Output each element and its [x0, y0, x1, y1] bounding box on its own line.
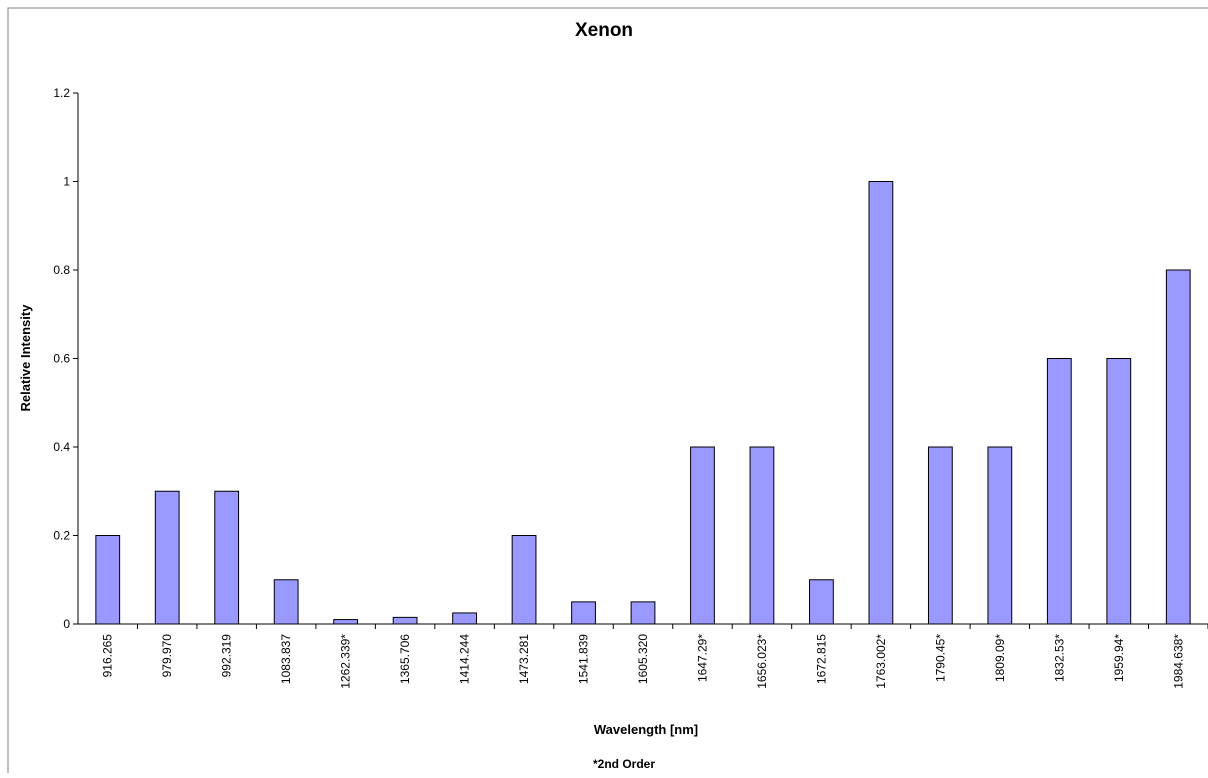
bar [927, 446, 953, 625]
bar [987, 446, 1013, 625]
x-tick-label: 1541.839 [577, 634, 591, 684]
bar [333, 619, 359, 625]
x-tick-label: 1790.45* [933, 634, 947, 682]
bar [809, 579, 834, 625]
x-tick-label: 992.319 [220, 634, 234, 678]
x-tick-label: 1365.706 [398, 634, 412, 684]
bar [1106, 358, 1132, 625]
plot-area: 0 0.2 0.4 0.6 0.8 1 1.2 916.265 979.970 992.319 10… [53, 86, 1208, 689]
y-tick-label: 0.6 [53, 352, 70, 366]
y-tick-label: 0.8 [53, 263, 70, 277]
bar [154, 490, 180, 625]
y-tick-label: 1.2 [53, 86, 70, 100]
y-tick-label: 0.4 [53, 440, 70, 454]
y-tick-label: 0 [63, 617, 70, 631]
bar [690, 446, 715, 625]
bar [452, 612, 477, 625]
bar [273, 579, 299, 625]
x-tick-label: 1414.244 [458, 634, 472, 684]
x-tick-label: 1647.29* [695, 634, 709, 682]
bar [868, 181, 894, 625]
bar [214, 490, 240, 625]
x-tick-label: 916.265 [101, 634, 115, 678]
x-tick-label: 1984.638* [1171, 634, 1185, 689]
bar [392, 616, 418, 625]
bar [1165, 269, 1191, 625]
x-tick-label: 1832.53* [1052, 634, 1066, 682]
x-tick-label: 979.970 [160, 634, 174, 678]
x-axis-label: Wavelength [nm] [594, 722, 698, 737]
x-tick-label: 1959.94* [1112, 634, 1126, 682]
chart-frame [7, 7, 1208, 778]
x-tick-label: 1809.09* [993, 634, 1007, 682]
chart-title: Xenon [575, 20, 633, 41]
x-tick-label: 1262.339* [339, 634, 353, 689]
x-tick-label: 1672.815 [814, 634, 828, 684]
bar [571, 601, 596, 625]
x-tick-label: 1083.837 [279, 634, 293, 684]
x-tick-label: 1656.023* [755, 634, 769, 689]
bar [95, 535, 121, 625]
y-tick-label: 0.2 [53, 529, 70, 543]
x-tick-label: 1473.281 [517, 634, 531, 684]
bar [1046, 358, 1072, 625]
x-tick-label: 1605.320 [636, 634, 650, 684]
bar [630, 601, 656, 625]
y-axis-label: Relative Intensity [18, 304, 33, 412]
y-tick-label: 1 [63, 175, 70, 189]
bar [511, 535, 537, 625]
x-tick-label: 1763.002* [874, 634, 888, 689]
footnote: *2nd Order [593, 757, 655, 771]
bar [749, 446, 775, 625]
